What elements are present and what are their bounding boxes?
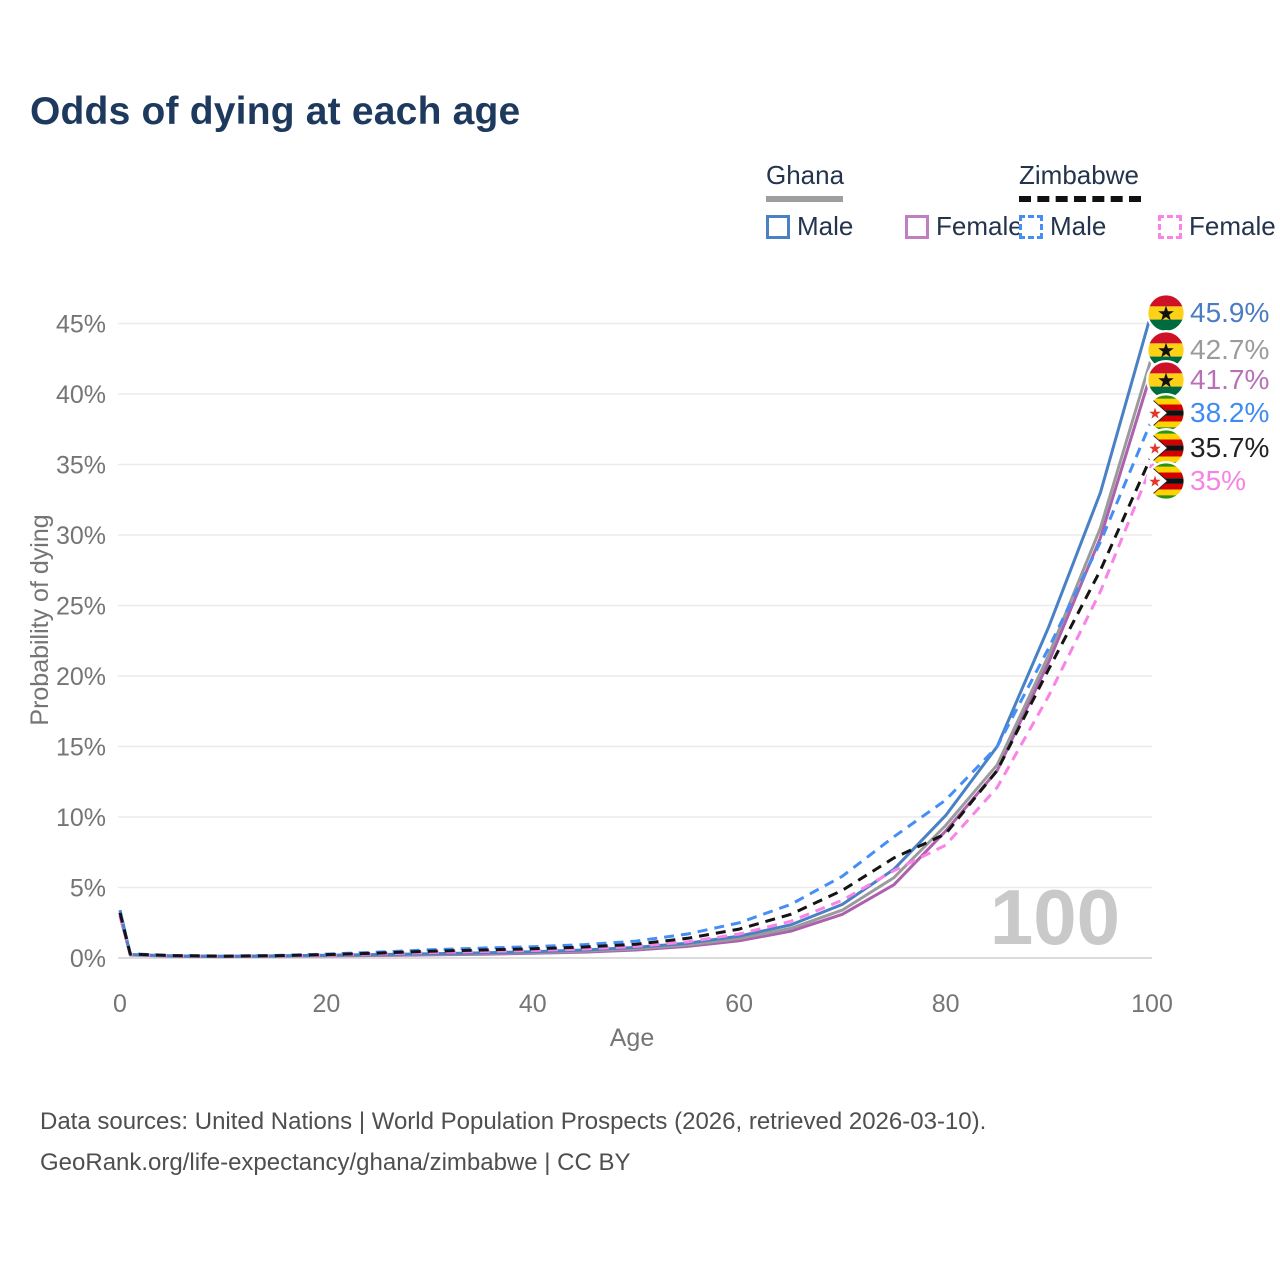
y-tick-label: 20% [56, 663, 106, 691]
end-label-ghana-male: 45.9% [1146, 293, 1269, 333]
end-label-value: 41.7% [1190, 364, 1270, 395]
end-label-value: 45.9% [1190, 297, 1270, 328]
zimbabwe-female-checkbox-icon[interactable] [1158, 214, 1182, 239]
ghana-male-checkbox-icon[interactable] [766, 214, 790, 239]
y-tick-label: 30% [56, 522, 106, 550]
zimbabwe-male-checkbox-icon[interactable] [1019, 214, 1043, 239]
ghana-female-checkbox-icon[interactable] [905, 214, 929, 239]
end-label-value: 42.7% [1190, 334, 1270, 365]
series-line-ghana-male [118, 310, 1154, 958]
series-line-ghana-all- [118, 355, 1154, 958]
zimbabwe-flag-icon [1146, 393, 1186, 433]
y-tick-label: 40% [56, 381, 106, 409]
x-tick-label: 20 [312, 990, 340, 1018]
footer-data-sources: Data sources: United Nations | World Pop… [40, 1108, 987, 1135]
series-line-ghana-female [118, 369, 1154, 959]
y-tick-label: 35% [56, 452, 106, 480]
x-tick-label: 0 [113, 990, 127, 1018]
legend-label-zimbabwe-male: Male [1050, 211, 1107, 241]
zimbabwe-flag-icon [1146, 461, 1186, 501]
end-label-value: 35% [1190, 465, 1247, 496]
x-axis-title: Age [610, 1024, 654, 1052]
legend-item-ghana-male[interactable]: Male [766, 211, 905, 242]
y-tick-label: 5% [70, 875, 106, 903]
ghana-flag-icon [1146, 293, 1186, 333]
ghana-flag-icon [1146, 360, 1186, 400]
legend-group-ghana: Ghana Male Female [766, 160, 1023, 242]
legend-item-zimbabwe-male[interactable]: Male [1019, 211, 1158, 242]
end-label-zimbabwe-female: 35% [1146, 461, 1246, 501]
end-label-value: 35.7% [1190, 432, 1270, 463]
x-tick-label: 80 [932, 990, 960, 1018]
y-axis-tick-labels: 0% 5% 10% 15% 20% 25% 30% 35% 40% 45% [56, 311, 106, 974]
x-axis-tick-labels: 0 20 40 60 80 100 [113, 990, 1173, 1018]
y-tick-label: 45% [56, 311, 106, 339]
x-tick-label: 40 [519, 990, 547, 1018]
zimbabwe-dashed-line-sample [1019, 196, 1141, 202]
y-tick-label: 10% [56, 804, 106, 832]
y-tick-label: 15% [56, 734, 106, 762]
legend-item-zimbabwe-female[interactable]: Female [1158, 211, 1276, 242]
legend-label-zimbabwe-female: Female [1189, 211, 1276, 241]
y-tick-label: 0% [70, 945, 106, 973]
legend-label-ghana-male: Male [797, 211, 854, 241]
y-tick-label: 25% [56, 593, 106, 621]
end-label-value: 38.2% [1190, 397, 1270, 428]
y-axis-title: Probability of dying [26, 514, 54, 725]
legend-item-ghana-female[interactable]: Female [905, 211, 1023, 242]
x-tick-label: 100 [1131, 990, 1173, 1018]
legend-header-zimbabwe: Zimbabwe [1019, 160, 1139, 190]
ghana-solid-line-sample [766, 196, 843, 202]
end-label-ghana-female: 41.7% [1146, 360, 1269, 400]
x-tick-label: 60 [725, 990, 753, 1018]
end-label-zimbabwe-male: 38.2% [1146, 393, 1269, 433]
series-line-zimbabwe-all- [118, 453, 1154, 958]
page-title: Odds of dying at each age [30, 90, 521, 133]
legend-group-zimbabwe: Zimbabwe Male Female [1019, 160, 1276, 242]
legend-header-ghana: Ghana [766, 160, 845, 190]
footer-attribution: GeoRank.org/life-expectancy/ghana/zimbab… [40, 1149, 631, 1176]
gridlines [118, 322, 1152, 959]
chart-series-lines [118, 310, 1154, 959]
legend-label-ghana-female: Female [936, 211, 1023, 241]
age-counter-watermark: 100 [989, 873, 1120, 961]
